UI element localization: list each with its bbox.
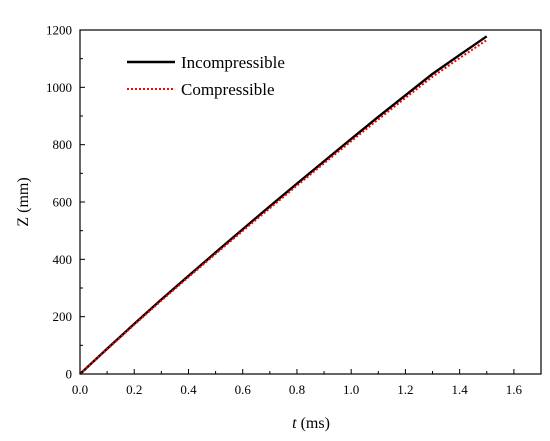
legend-label-compressible: Compressible (181, 80, 275, 99)
y-tick-label: 600 (53, 195, 73, 210)
plot-frame (79, 29, 542, 375)
x-tick-label: 0.2 (126, 382, 142, 397)
y-tick-label: 800 (53, 137, 73, 152)
x-tick-label: 1.4 (452, 382, 469, 397)
x-axis-ticks: 0.0 0.2 0.4 0.6 0.8 1.0 1.2 1.4 1.6 (72, 369, 523, 397)
x-axis-title: t (ms) (292, 415, 330, 432)
series-lines (79, 35, 488, 375)
legend-label-incompressible: Incompressible (181, 53, 285, 72)
x-axis-title-variable: t (292, 415, 297, 432)
x-tick-label: 0.6 (235, 382, 252, 397)
y-tick-label: 1200 (46, 23, 72, 38)
y-tick-label: 400 (53, 252, 73, 267)
x-tick-label: 0.8 (289, 382, 305, 397)
legend: Incompressible Compressible (127, 53, 285, 99)
y-tick-label: 200 (53, 309, 73, 324)
x-tick-label: 0.4 (180, 382, 197, 397)
x-tick-label: 1.2 (397, 382, 413, 397)
x-axis-title-unit: (ms) (297, 415, 330, 432)
series-line-compressible (79, 39, 488, 375)
y-axis-ticks: 0 200 400 600 800 1000 1200 (46, 23, 85, 382)
y-axis-title: Z (mm) (15, 177, 32, 226)
y-tick-label: 0 (66, 367, 73, 382)
x-tick-label: 1.0 (343, 382, 359, 397)
x-tick-label: 1.6 (506, 382, 523, 397)
x-tick-label: 0.0 (72, 382, 88, 397)
y-tick-label: 1000 (46, 80, 72, 95)
